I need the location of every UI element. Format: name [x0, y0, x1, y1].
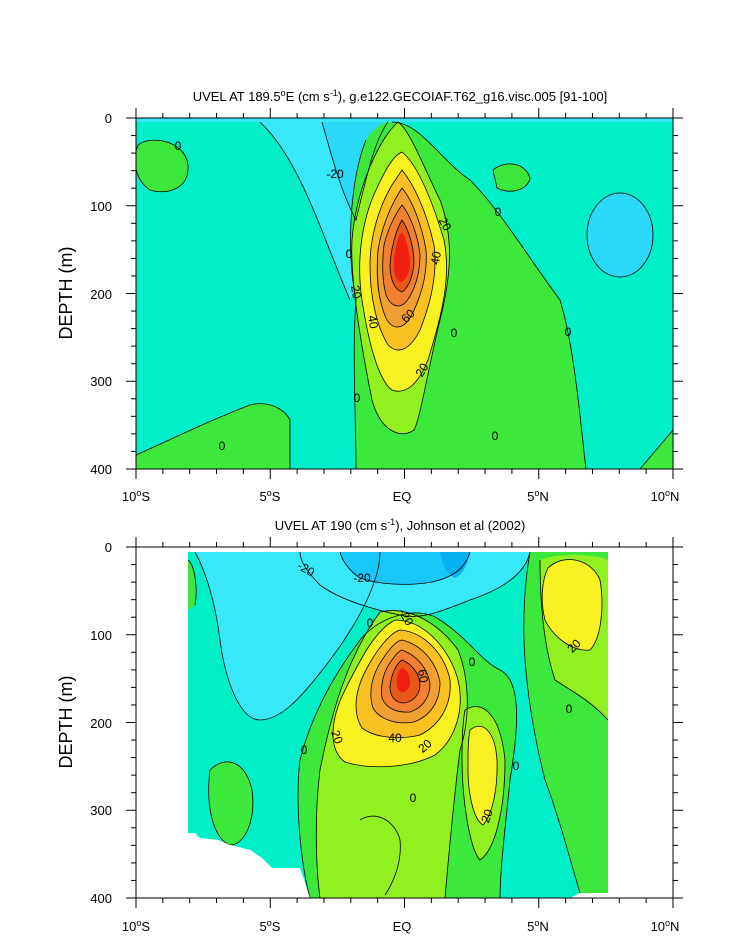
x-tick-label: 5oN	[527, 918, 549, 934]
contour-label: 60	[415, 668, 431, 684]
contour-label: 40	[365, 314, 381, 330]
contour-label: 0	[492, 429, 499, 443]
x-tick-labels-observed: 10oS 5oS EQ 5oN 10oN	[122, 918, 680, 934]
contour-fill	[136, 118, 673, 122]
contour-label: 40	[388, 731, 402, 745]
contour-fill	[587, 193, 653, 277]
contour-label: 0	[565, 325, 572, 339]
contour-label: 0	[451, 326, 458, 340]
contour-field-observed	[136, 547, 673, 898]
contour-fill	[396, 668, 410, 693]
y-axis-label-observed: DEPTH (m)	[56, 676, 76, 769]
chart-title-model: UVEL AT 189.5oE (cm s-1), g.e122.GECOIAF…	[193, 88, 608, 104]
contour-label: 0	[469, 655, 476, 669]
contour-label: 0	[354, 391, 361, 405]
y-tick-label: 400	[90, 891, 112, 906]
x-tick-label: 5oN	[527, 488, 549, 504]
chart-title-observed: UVEL AT 190 (cm s-1), Johnson et al (200…	[275, 517, 526, 533]
contour-label: 20	[328, 728, 346, 746]
x-tick-label: 10oN	[651, 918, 680, 934]
contour-label: 0	[367, 616, 374, 630]
contour-label: -20	[326, 167, 344, 181]
x-tick-label: EQ	[393, 489, 412, 504]
contour-label: 0	[301, 743, 308, 757]
contour-fill	[188, 560, 197, 610]
y-tick-label: 200	[90, 287, 112, 302]
contour-fill	[493, 163, 530, 192]
y-axis-label-model: DEPTH (m)	[56, 247, 76, 340]
contour-label: 0	[410, 791, 417, 805]
y-tick-label: 300	[90, 803, 112, 818]
y-tick-label: 100	[90, 628, 112, 643]
contour-label: 0	[495, 205, 502, 219]
axis-ticks-observed	[126, 537, 683, 908]
y-tick-label: 0	[105, 111, 112, 126]
y-tick-label: 0	[105, 540, 112, 555]
x-tick-label: 10oS	[122, 488, 150, 504]
axis-ticks-model	[126, 108, 683, 479]
contour-label: 0	[566, 702, 573, 716]
contour-labels-model: 0 -20 0 20 40 60 20 40 20 0 0 0 0 0 0	[175, 139, 572, 453]
no-data-region	[570, 547, 673, 898]
y-tick-label: 400	[90, 462, 112, 477]
contour-label: 0	[346, 247, 353, 261]
contour-fill	[468, 726, 498, 825]
contour-label: -20	[353, 571, 371, 585]
contour-fill	[440, 552, 470, 578]
no-data-region	[136, 547, 310, 898]
contour-lines-model	[136, 121, 673, 469]
x-tick-label: 5oS	[260, 488, 281, 504]
contour-fill	[195, 552, 380, 720]
contour-label: 0	[513, 759, 520, 773]
contour-label: 20	[413, 360, 432, 379]
contour-label: 20	[478, 807, 496, 825]
x-tick-label: 5oS	[260, 918, 281, 934]
contour-lines-observed	[187, 551, 609, 898]
contour-label: 20	[436, 215, 455, 234]
contour-label: 20	[348, 284, 364, 300]
contour-label: 0	[219, 439, 226, 453]
contour-label: 40	[428, 250, 444, 266]
contour-fill	[136, 403, 290, 469]
y-tick-label: 300	[90, 374, 112, 389]
contour-fill	[136, 140, 189, 192]
contour-label: 0	[175, 139, 182, 153]
x-tick-label: 10oN	[651, 488, 680, 504]
contour-fill	[340, 552, 470, 585]
y-tick-label: 100	[90, 199, 112, 214]
panel-observed: UVEL AT 190 (cm s-1), Johnson et al (200…	[56, 517, 683, 934]
contour-fill	[542, 559, 602, 651]
panel-model: UVEL AT 189.5oE (cm s-1), g.e122.GECOIAF…	[56, 88, 683, 504]
y-tick-labels-observed: 0 100 200 300 400	[90, 540, 112, 906]
contour-field-model	[136, 118, 673, 469]
x-tick-label: EQ	[393, 919, 412, 934]
y-tick-labels-model: 0 100 200 300 400	[90, 111, 112, 477]
x-tick-labels-model: 10oS 5oS EQ 5oN 10oN	[122, 488, 680, 504]
y-tick-label: 200	[90, 716, 112, 731]
contour-fill	[393, 232, 410, 282]
contour-fill	[208, 761, 253, 845]
x-tick-label: 10oS	[122, 918, 150, 934]
